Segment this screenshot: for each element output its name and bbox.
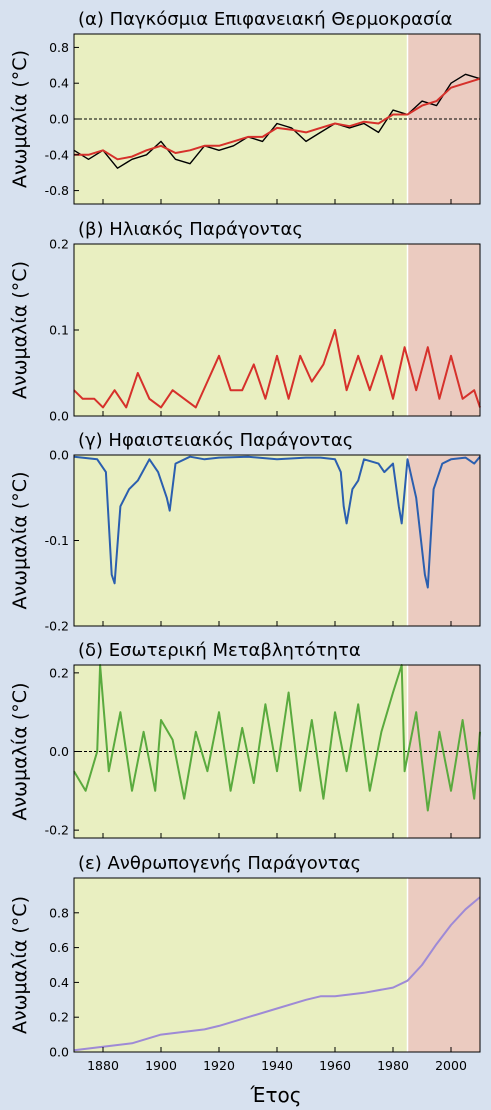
y-axis-label: Ανωμαλία (°C) [9,896,31,1034]
x-tick-label: 1900 [145,1058,177,1073]
x-tick-label: 1880 [87,1058,119,1073]
series-line-2 [74,77,481,161]
series-line-1 [73,896,481,1052]
y-tick-label: -0.8 [45,183,69,198]
y-tick-label: 0.1 [49,323,69,338]
series-line-1 [73,329,481,409]
recent-period-shade [407,455,480,626]
series-line-1 [73,73,481,169]
panel-title: (γ) Ηφαιστειακός Παράγοντας [78,430,353,451]
y-tick-label: 0.8 [49,40,69,55]
panel-1: (α) Παγκόσμια Επιφανειακή Θερμοκρασία Ανω… [9,9,481,205]
x-tick-label: 1920 [203,1058,235,1073]
x-tick-label: 1940 [261,1058,293,1073]
series-line-1 [73,455,481,589]
y-tick-label: 0.0 [49,448,69,463]
y-tick-label: 0.0 [49,744,69,759]
panel-5: (ε) Ανθρωπογενής Παράγοντας Ανωμαλία (°C)… [9,853,481,1073]
recent-period-shade [407,244,480,416]
y-tick-label: -0.2 [45,823,69,838]
panel-4: (δ) Εσωτερική Μεταβλητότητα Ανωμαλία (°C)… [9,640,481,839]
panel-title: (α) Παγκόσμια Επιφανειακή Θερμοκρασία [78,9,452,30]
y-tick-label: 0.0 [49,409,69,424]
y-tick-label: 0.2 [49,237,69,252]
series-line-1 [73,664,481,812]
x-tick-label: 1960 [319,1058,351,1073]
panel-2: (β) Ηλιακός Παράγοντας Ανωμαλία (°C) 0.2 0.… [9,219,481,424]
y-axis-label: Ανωμαλία (°C) [9,50,31,188]
x-tick-label: 2000 [435,1058,467,1073]
y-tick-label: 0.2 [49,1010,69,1025]
y-axis-label: Ανωμαλία (°C) [9,261,31,399]
pre-period-shade [74,878,408,1052]
y-tick-label: 0.0 [49,112,69,127]
y-axis-label: Ανωμαλία (°C) [9,472,31,610]
y-tick-label: -0.4 [45,147,69,162]
y-axis-label: Ανωμαλία (°C) [9,683,31,821]
panel-title: (β) Ηλιακός Παράγοντας [78,219,303,240]
y-tick-label: 0.2 [49,665,69,680]
pre-period-shade [74,455,408,626]
y-tick-label: -0.1 [45,533,69,548]
y-tick-label: -0.2 [45,619,69,634]
x-axis-label: Έτος [250,1083,302,1107]
panel-3: (γ) Ηφαιστειακός Παράγοντας Ανωμαλία (°C)… [9,430,481,634]
y-tick-label: 0.6 [49,940,69,955]
panel-title: (δ) Εσωτερική Μεταβλητότητα [78,640,361,661]
y-tick-label: 0.8 [49,905,69,920]
panel-title: (ε) Ανθρωπογενής Παράγοντας [78,853,361,874]
recent-period-shade [407,878,480,1052]
y-tick-label: 0.0 [49,1045,69,1060]
pre-period-shade [74,244,408,416]
x-tick-label: 1980 [377,1058,409,1073]
y-tick-label: 0.4 [49,76,69,91]
y-tick-label: 0.4 [49,975,69,990]
